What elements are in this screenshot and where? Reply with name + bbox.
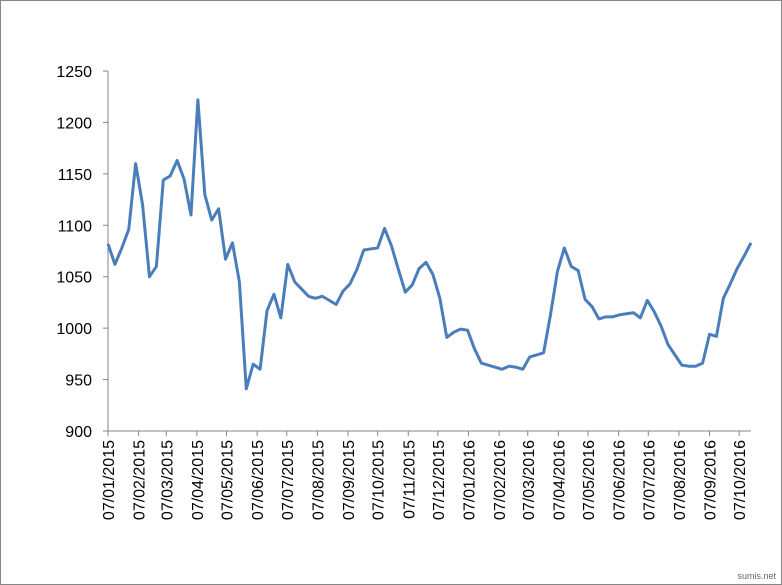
y-tick-label: 1000 xyxy=(56,321,92,338)
x-tick-label: 07/07/2016 xyxy=(641,440,658,520)
x-tick-label: 07/05/2015 xyxy=(220,440,237,520)
x-tick-label: 07/04/2016 xyxy=(551,440,568,520)
y-tick-label: 1150 xyxy=(58,167,93,184)
y-tick-label: 1050 xyxy=(56,270,92,287)
y-tick-label: 1250 xyxy=(56,64,92,81)
x-tick-label: 07/02/2015 xyxy=(132,440,149,520)
x-tick-label: 07/06/2016 xyxy=(612,440,629,520)
x-tick-label: 07/06/2015 xyxy=(250,440,267,520)
x-tick-label: 07/02/2016 xyxy=(492,440,509,520)
watermark: sumis.net xyxy=(737,571,776,581)
y-tick-label: 900 xyxy=(65,424,92,441)
y-tick-label: 950 xyxy=(65,373,92,390)
x-tick-label: 07/08/2015 xyxy=(310,440,327,520)
x-tick-label: 07/10/2016 xyxy=(732,440,749,520)
x-tick-label: 07/10/2015 xyxy=(371,440,388,520)
y-tick-label: 1100 xyxy=(58,218,93,235)
x-tick-label: 07/08/2016 xyxy=(672,440,689,520)
x-tick-label: 07/09/2016 xyxy=(703,440,720,520)
y-tick-label: 1200 xyxy=(56,115,92,132)
x-tick-label: 07/09/2015 xyxy=(341,440,358,520)
x-tick-label: 07/05/2016 xyxy=(581,440,598,520)
x-tick-label: 07/03/2015 xyxy=(159,440,176,520)
x-tick-label: 07/07/2015 xyxy=(280,440,297,520)
x-tick-label: 07/01/2015 xyxy=(101,440,118,520)
x-tick-label: 07/11/2015 xyxy=(401,440,418,519)
x-tick-label: 07/03/2016 xyxy=(521,440,538,520)
x-tick-label: 07/01/2016 xyxy=(462,440,479,520)
x-tick-label: 07/12/2015 xyxy=(431,440,448,520)
series-line xyxy=(106,98,753,391)
x-tick-label: 07/04/2015 xyxy=(190,440,207,520)
